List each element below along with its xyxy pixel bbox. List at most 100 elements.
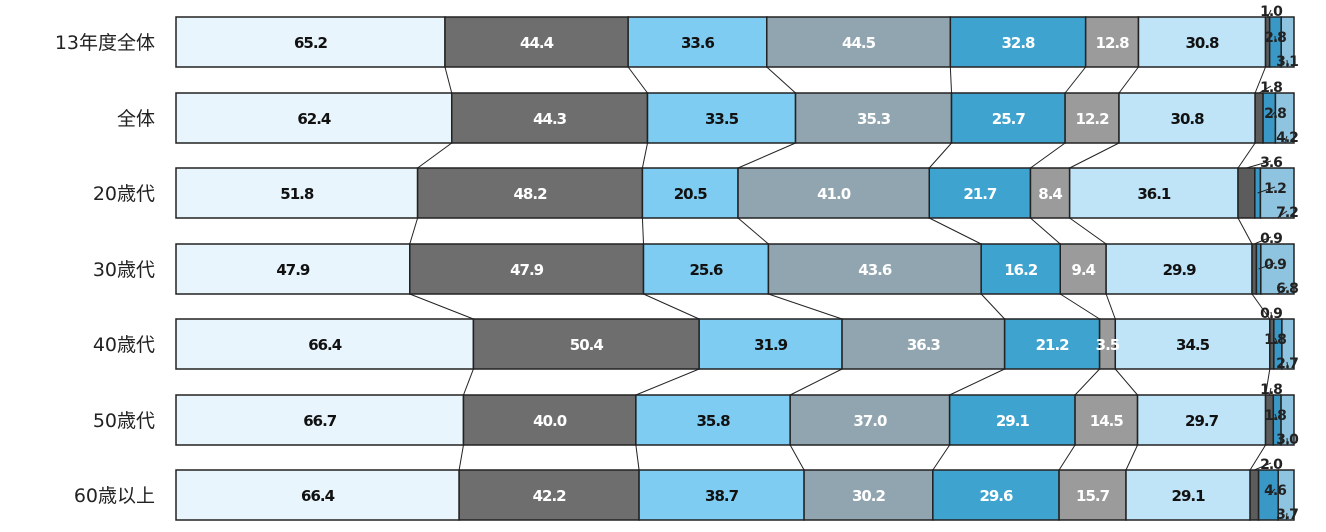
connector-line (1238, 218, 1252, 244)
connector-line (459, 445, 463, 470)
bar-value-label: 34.5 (1176, 336, 1210, 354)
bar-segment (1250, 470, 1259, 520)
connector-line (1065, 67, 1086, 93)
bar-row (176, 168, 1294, 218)
callout-value-label: 7.2 (1276, 205, 1298, 221)
connector-line (445, 67, 452, 93)
bar-value-label: 29.1 (996, 412, 1030, 430)
bar-value-label: 3.5 (1096, 336, 1120, 354)
connector-line (410, 218, 418, 244)
callout-value-label: 2.8 (1264, 106, 1286, 122)
connector-line (1030, 218, 1060, 244)
connector-line (768, 294, 842, 319)
bar-value-label: 36.3 (907, 336, 941, 354)
bar-value-label: 44.5 (842, 34, 876, 52)
row-label: 13年度全体 (55, 32, 155, 54)
connector-line (933, 445, 950, 470)
bar-value-label: 16.2 (1004, 261, 1038, 279)
callout-value-label: 1.2 (1264, 181, 1286, 197)
bar-value-label: 29.6 (979, 487, 1013, 505)
bar-value-label: 66.4 (301, 487, 335, 505)
callout-value-label: 1.8 (1260, 382, 1282, 398)
connector-line (1030, 143, 1065, 168)
callout-value-label: 0.9 (1264, 257, 1286, 273)
bar-value-label: 43.6 (858, 261, 892, 279)
callout-value-label: 2.7 (1276, 356, 1298, 372)
callout-value-label: 2.0 (1260, 457, 1283, 473)
connector-line (636, 445, 639, 470)
bar-value-label: 66.7 (303, 412, 337, 430)
connector-line (628, 67, 647, 93)
callout-value-label: 4.2 (1276, 130, 1298, 146)
connector-line (1115, 369, 1137, 395)
callout-value-label: 1.8 (1264, 408, 1286, 424)
connector-line (1059, 445, 1075, 470)
bar-value-label: 29.1 (1172, 487, 1206, 505)
connector-line (644, 294, 700, 319)
bar-value-label: 21.7 (963, 185, 997, 203)
bar-value-label: 36.1 (1137, 185, 1171, 203)
row-label: 全体 (117, 108, 155, 130)
bar-value-label: 40.0 (533, 412, 567, 430)
bar-value-label: 33.5 (705, 110, 739, 128)
bar-segment (1255, 93, 1263, 143)
row-label: 50歳代 (93, 410, 155, 432)
connector-line (790, 445, 804, 470)
callout-value-label: 0.9 (1260, 306, 1282, 322)
bar-value-label: 66.4 (308, 336, 342, 354)
bar-value-label: 14.5 (1090, 412, 1124, 430)
bar-value-label: 50.4 (570, 336, 604, 354)
bar-segment (1238, 168, 1255, 218)
bar-value-label: 29.9 (1163, 261, 1197, 279)
bar-value-label: 12.2 (1076, 110, 1110, 128)
bar-value-label: 37.0 (853, 412, 887, 430)
connector-line (981, 294, 1004, 319)
connector-line (929, 143, 951, 168)
bar-value-label: 38.7 (705, 487, 739, 505)
bar-value-label: 51.8 (280, 185, 314, 203)
callout-value-label: 6.8 (1276, 281, 1298, 297)
callout-value-label: 3.1 (1276, 54, 1298, 70)
bar-value-label: 30.8 (1185, 34, 1219, 52)
connector-line (642, 218, 643, 244)
row-label: 30歳代 (93, 259, 155, 281)
bar-value-label: 42.2 (533, 487, 567, 505)
bar-value-label: 30.2 (852, 487, 886, 505)
bar-value-label: 62.4 (297, 110, 331, 128)
bar-value-label: 48.2 (514, 185, 548, 203)
bar-value-label: 65.2 (294, 34, 328, 52)
connector-line (767, 67, 796, 93)
connector-line (738, 143, 796, 168)
connector-line (950, 369, 1005, 395)
callout-value-label: 1.0 (1260, 4, 1283, 20)
bar-value-label: 31.9 (754, 336, 788, 354)
connector-line (950, 67, 951, 93)
connector-line (642, 143, 647, 168)
connector-line (636, 369, 699, 395)
callout-value-label: 3.0 (1276, 432, 1299, 448)
connector-line (790, 369, 842, 395)
connector-line (1238, 143, 1255, 168)
connector-line (1119, 67, 1138, 93)
callout-value-label: 1.8 (1264, 332, 1286, 348)
bar-value-label: 15.7 (1076, 487, 1110, 505)
bar-value-label: 47.9 (276, 261, 310, 279)
callout-value-label: 1.8 (1260, 80, 1282, 96)
connector-line (1075, 369, 1100, 395)
connector-line (1126, 445, 1138, 470)
row-label: 20歳代 (93, 183, 155, 205)
row-label: 40歳代 (93, 334, 155, 356)
bar-value-label: 35.8 (697, 412, 731, 430)
callout-value-label: 3.6 (1260, 155, 1282, 171)
bar-value-label: 12.8 (1096, 34, 1130, 52)
bar-row (176, 244, 1294, 294)
bar-value-label: 29.7 (1185, 412, 1219, 430)
connector-line (1070, 143, 1119, 168)
connector-line (1106, 294, 1115, 319)
callout-value-label: 2.8 (1264, 30, 1286, 46)
bar-row (176, 319, 1294, 369)
bar-value-label: 25.6 (689, 261, 723, 279)
bar-value-label: 9.4 (1071, 261, 1095, 279)
